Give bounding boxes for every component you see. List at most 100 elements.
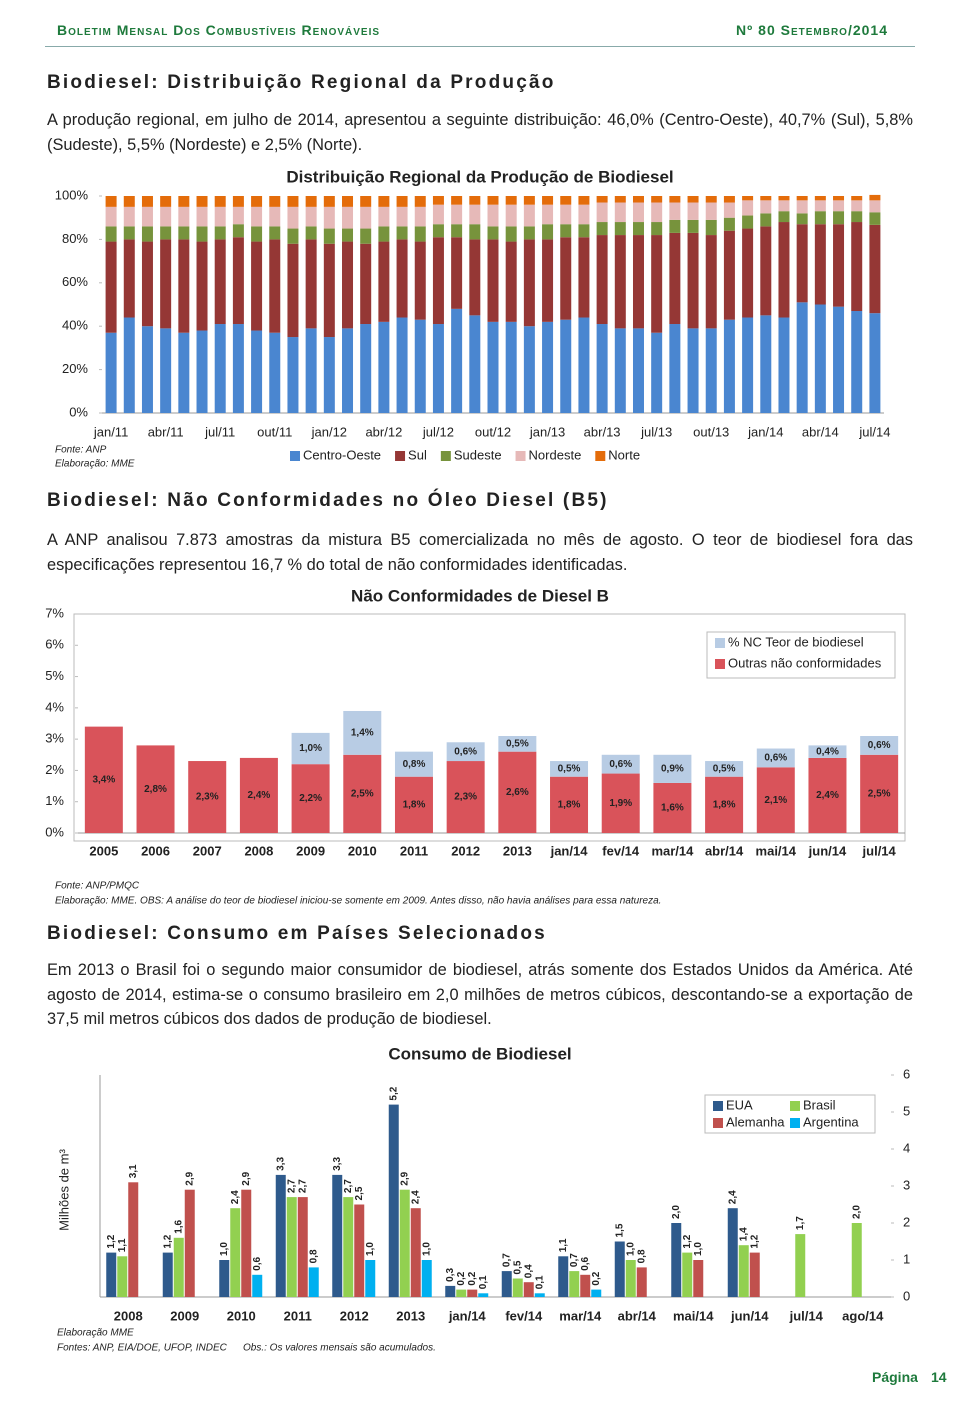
- y-tick-label: 6%: [45, 637, 64, 652]
- data-label: 1,4: [738, 1227, 749, 1241]
- data-label: 2,4: [230, 1190, 241, 1204]
- bar: [291, 732, 330, 765]
- bar: [705, 761, 744, 777]
- bar: [749, 1252, 760, 1297]
- bar: [323, 206, 335, 229]
- bar: [542, 239, 554, 322]
- data-label: 1,2: [749, 1234, 760, 1248]
- legend-label: Alemanha: [726, 1114, 785, 1129]
- bar: [653, 754, 692, 783]
- plot-frame: [73, 613, 906, 842]
- data-label: 2,0: [851, 1205, 862, 1219]
- bar: [287, 206, 299, 229]
- bar: [796, 224, 808, 303]
- data-label: 1,8%: [713, 799, 736, 810]
- bar: [432, 324, 444, 413]
- bar: [869, 212, 881, 225]
- bar: [214, 239, 226, 325]
- bar: [860, 736, 899, 755]
- bar: [614, 222, 626, 236]
- x-tick-label: mar/14: [651, 843, 694, 858]
- bar: [636, 1267, 647, 1297]
- bar: [469, 239, 481, 316]
- data-label: 1,0: [219, 1242, 230, 1256]
- bar: [219, 1260, 230, 1297]
- bar: [160, 196, 172, 207]
- bar: [196, 226, 208, 242]
- bar: [123, 226, 135, 240]
- data-label: 1,9%: [609, 798, 632, 809]
- bar: [651, 332, 663, 413]
- chart-note: Fonte: ANP: [55, 445, 107, 456]
- bar: [432, 224, 444, 238]
- bar: [305, 226, 317, 240]
- bar: [269, 196, 281, 207]
- legend-swatch: [713, 1118, 723, 1128]
- bar: [214, 206, 226, 227]
- bar: [601, 773, 640, 833]
- data-label: 2,3%: [454, 792, 477, 803]
- data-label: 0,6%: [764, 753, 787, 764]
- bar: [214, 324, 226, 413]
- bar: [123, 206, 135, 227]
- legend-label: Outras não conformidades: [728, 655, 882, 670]
- bar: [342, 328, 354, 413]
- bar: [141, 196, 153, 207]
- x-tick-label: jul/14: [789, 1308, 824, 1323]
- bar: [523, 239, 535, 327]
- bar: [446, 761, 485, 833]
- data-label: 2,0: [671, 1205, 682, 1219]
- data-label: 3,3: [275, 1157, 286, 1171]
- bar: [446, 742, 485, 762]
- bar: [343, 1197, 354, 1297]
- y-tick-label: 6: [903, 1066, 910, 1081]
- bar: [305, 239, 317, 329]
- legend-label: % NC Teor de biodiesel: [728, 634, 864, 649]
- x-tick-label: jul/12: [422, 424, 454, 439]
- data-label: 1,0: [625, 1242, 636, 1256]
- bar: [445, 1285, 456, 1297]
- header-issue: Nº 80 Setembro/2014: [736, 22, 888, 38]
- bar: [136, 745, 175, 833]
- bar: [723, 202, 735, 218]
- bar: [760, 226, 772, 316]
- chart: Não Conformidades de Diesel B 0% 1% 2% 3% 4%…: [45, 586, 906, 907]
- bar: [523, 1282, 534, 1297]
- bar: [742, 215, 754, 229]
- bar: [323, 337, 335, 413]
- y-tick-label: 0%: [69, 404, 88, 419]
- bar: [596, 196, 608, 203]
- chart-note: Elaboração: MME. OBS: A análise do teor …: [55, 896, 661, 907]
- data-label: 2,5%: [868, 789, 891, 800]
- bar: [342, 241, 354, 329]
- data-label: 0,7: [501, 1253, 512, 1267]
- x-tick-label: 2008: [114, 1308, 143, 1323]
- x-tick-label: jan/12: [311, 424, 347, 439]
- bar: [287, 228, 299, 244]
- bar: [342, 206, 354, 229]
- bar: [833, 224, 845, 307]
- chart-title: Não Conformidades de Diesel B: [351, 586, 609, 605]
- bar: [487, 239, 499, 322]
- x-tick-label: jan/14: [448, 1308, 487, 1323]
- bar: [414, 206, 426, 227]
- legend-swatch: [790, 1118, 800, 1128]
- bar: [421, 1260, 432, 1297]
- bar: [693, 1260, 704, 1297]
- chart-note: Elaboração MME: [57, 1328, 134, 1339]
- bar: [795, 1234, 806, 1297]
- bar: [653, 782, 692, 833]
- paragraph: A ANP analisou 7.873 amostras da mistura…: [47, 531, 913, 574]
- y-tick-label: 100%: [55, 187, 89, 202]
- bar: [487, 204, 499, 227]
- bar: [808, 745, 847, 758]
- bar: [378, 206, 390, 227]
- bar: [360, 324, 372, 413]
- bar: [487, 321, 499, 413]
- legend-swatch: [595, 451, 606, 461]
- bar: [756, 767, 795, 833]
- bar: [297, 1197, 308, 1297]
- bar: [705, 776, 744, 833]
- bar: [394, 751, 433, 777]
- bar: [173, 1237, 184, 1297]
